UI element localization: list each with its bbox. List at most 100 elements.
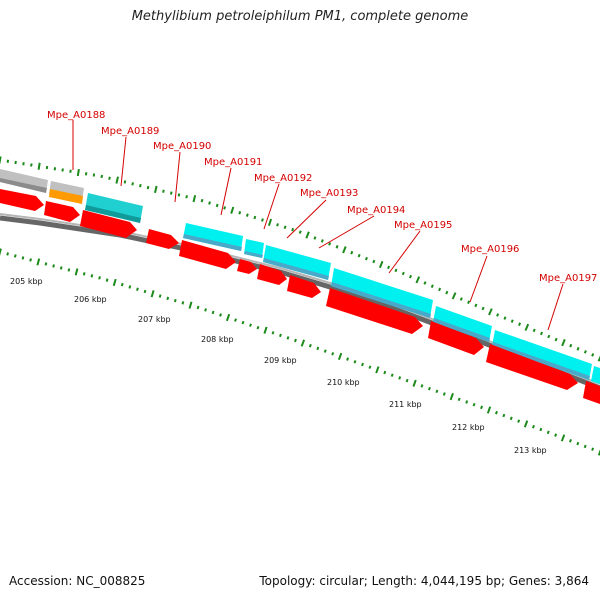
major-tick — [76, 168, 80, 177]
callout-line — [120, 136, 127, 187]
major-tick — [415, 276, 421, 284]
gene-label[interactable]: Mpe_A0194 — [347, 205, 405, 216]
minor-tick — [120, 282, 124, 287]
gene-label[interactable]: Mpe_A0193 — [300, 188, 358, 199]
gene-label[interactable]: Mpe_A0196 — [461, 244, 519, 255]
cds-arrow[interactable] — [287, 275, 321, 298]
minor-tick — [398, 376, 402, 380]
minor-tick — [547, 334, 551, 339]
minor-tick — [181, 301, 185, 305]
minor-tick — [420, 384, 424, 388]
cds-arrow[interactable] — [428, 321, 484, 355]
gene-label[interactable]: Mpe_A0188 — [47, 110, 105, 121]
cds-arrow[interactable] — [583, 381, 600, 404]
minor-tick — [249, 323, 252, 327]
minor-tick — [467, 300, 471, 304]
gene-block-cyan-shade — [263, 258, 329, 280]
major-tick — [337, 352, 343, 361]
minor-tick — [136, 287, 139, 291]
gene-label[interactable]: Mpe_A0191 — [204, 157, 262, 168]
minor-tick — [435, 389, 439, 394]
major-tick — [560, 434, 566, 442]
gene-label[interactable]: Mpe_A0195 — [394, 220, 452, 231]
minor-tick — [423, 281, 427, 285]
minor-tick — [61, 168, 64, 172]
minor-tick — [143, 289, 147, 294]
minor-tick — [576, 441, 580, 446]
major-tick — [150, 290, 155, 298]
minor-tick — [323, 349, 327, 353]
minor-tick — [583, 350, 587, 354]
accession-text: Accession: NC_008825 — [9, 574, 146, 588]
gene-block-orange[interactable] — [49, 189, 83, 204]
minor-tick — [84, 172, 88, 176]
cds-arrow[interactable] — [179, 240, 236, 269]
minor-tick — [480, 405, 484, 410]
minor-tick — [6, 159, 10, 163]
kbp-label: 207 kbp — [138, 315, 171, 324]
minor-tick — [346, 357, 350, 361]
gene-block-cyan[interactable] — [591, 366, 600, 384]
gene-block-cyan-shade — [331, 282, 431, 318]
gene-label[interactable]: Mpe_A0189 — [101, 126, 159, 137]
minor-tick — [438, 287, 442, 292]
minor-tick — [223, 206, 227, 210]
cds-arrow[interactable] — [44, 201, 80, 222]
gene-block-cyan[interactable] — [433, 306, 492, 342]
minor-tick — [517, 419, 521, 423]
minor-tick — [90, 274, 94, 278]
cds-arrow-track — [0, 189, 600, 404]
minor-tick — [568, 439, 572, 443]
callout-line — [174, 151, 181, 203]
gene-block-cyan-shade — [85, 205, 141, 223]
minor-tick — [518, 322, 522, 326]
minor-tick — [531, 424, 535, 429]
minor-tick — [430, 284, 434, 288]
minor-tick — [357, 253, 361, 258]
minor-tick — [474, 303, 478, 308]
gene-label[interactable]: Mpe_A0190 — [153, 141, 211, 152]
gene-label[interactable]: Mpe_A0192 — [254, 173, 312, 184]
gene-block-cyan[interactable] — [263, 245, 331, 280]
cds-arrow[interactable] — [0, 189, 44, 211]
cds-arrow[interactable] — [486, 344, 578, 390]
gene-block-cyan[interactable] — [492, 330, 592, 380]
major-tick — [0, 156, 2, 164]
minor-tick — [238, 211, 242, 215]
major-tick — [154, 185, 158, 194]
gene-label[interactable]: Mpe_A0197 — [539, 273, 597, 284]
cds-arrow[interactable] — [237, 259, 257, 274]
cds-arrow[interactable] — [146, 229, 179, 249]
kbp-label: 208 kbp — [201, 335, 234, 344]
major-tick — [524, 323, 530, 331]
cds-arrow[interactable] — [257, 264, 287, 285]
minor-tick — [591, 447, 595, 451]
minor-tick — [92, 173, 96, 177]
minor-tick — [185, 195, 188, 199]
minor-tick — [158, 294, 162, 298]
minor-tick — [313, 236, 317, 240]
minor-tick — [52, 264, 55, 268]
minor-tick — [350, 250, 354, 255]
minor-tick — [105, 278, 109, 282]
minor-tick — [294, 338, 297, 343]
minor-tick — [241, 320, 245, 325]
cds-arrow[interactable] — [80, 210, 137, 238]
major-tick — [267, 218, 273, 227]
kbp-label: 206 kbp — [74, 295, 107, 304]
gene-block-cyan[interactable] — [331, 268, 433, 318]
major-tick — [263, 326, 268, 334]
major-tick — [0, 248, 2, 256]
cds-arrow[interactable] — [326, 288, 423, 334]
minor-tick — [208, 201, 211, 205]
minor-tick — [445, 290, 449, 295]
kbp-label: 205 kbp — [10, 277, 43, 286]
major-tick — [74, 268, 79, 276]
map-title: Methylibium petroleiphilum PM1, complete… — [131, 9, 469, 24]
major-tick — [36, 258, 41, 266]
minor-tick — [279, 333, 282, 338]
minor-tick — [146, 185, 150, 190]
minor-tick — [308, 343, 312, 348]
minor-tick — [465, 400, 469, 404]
